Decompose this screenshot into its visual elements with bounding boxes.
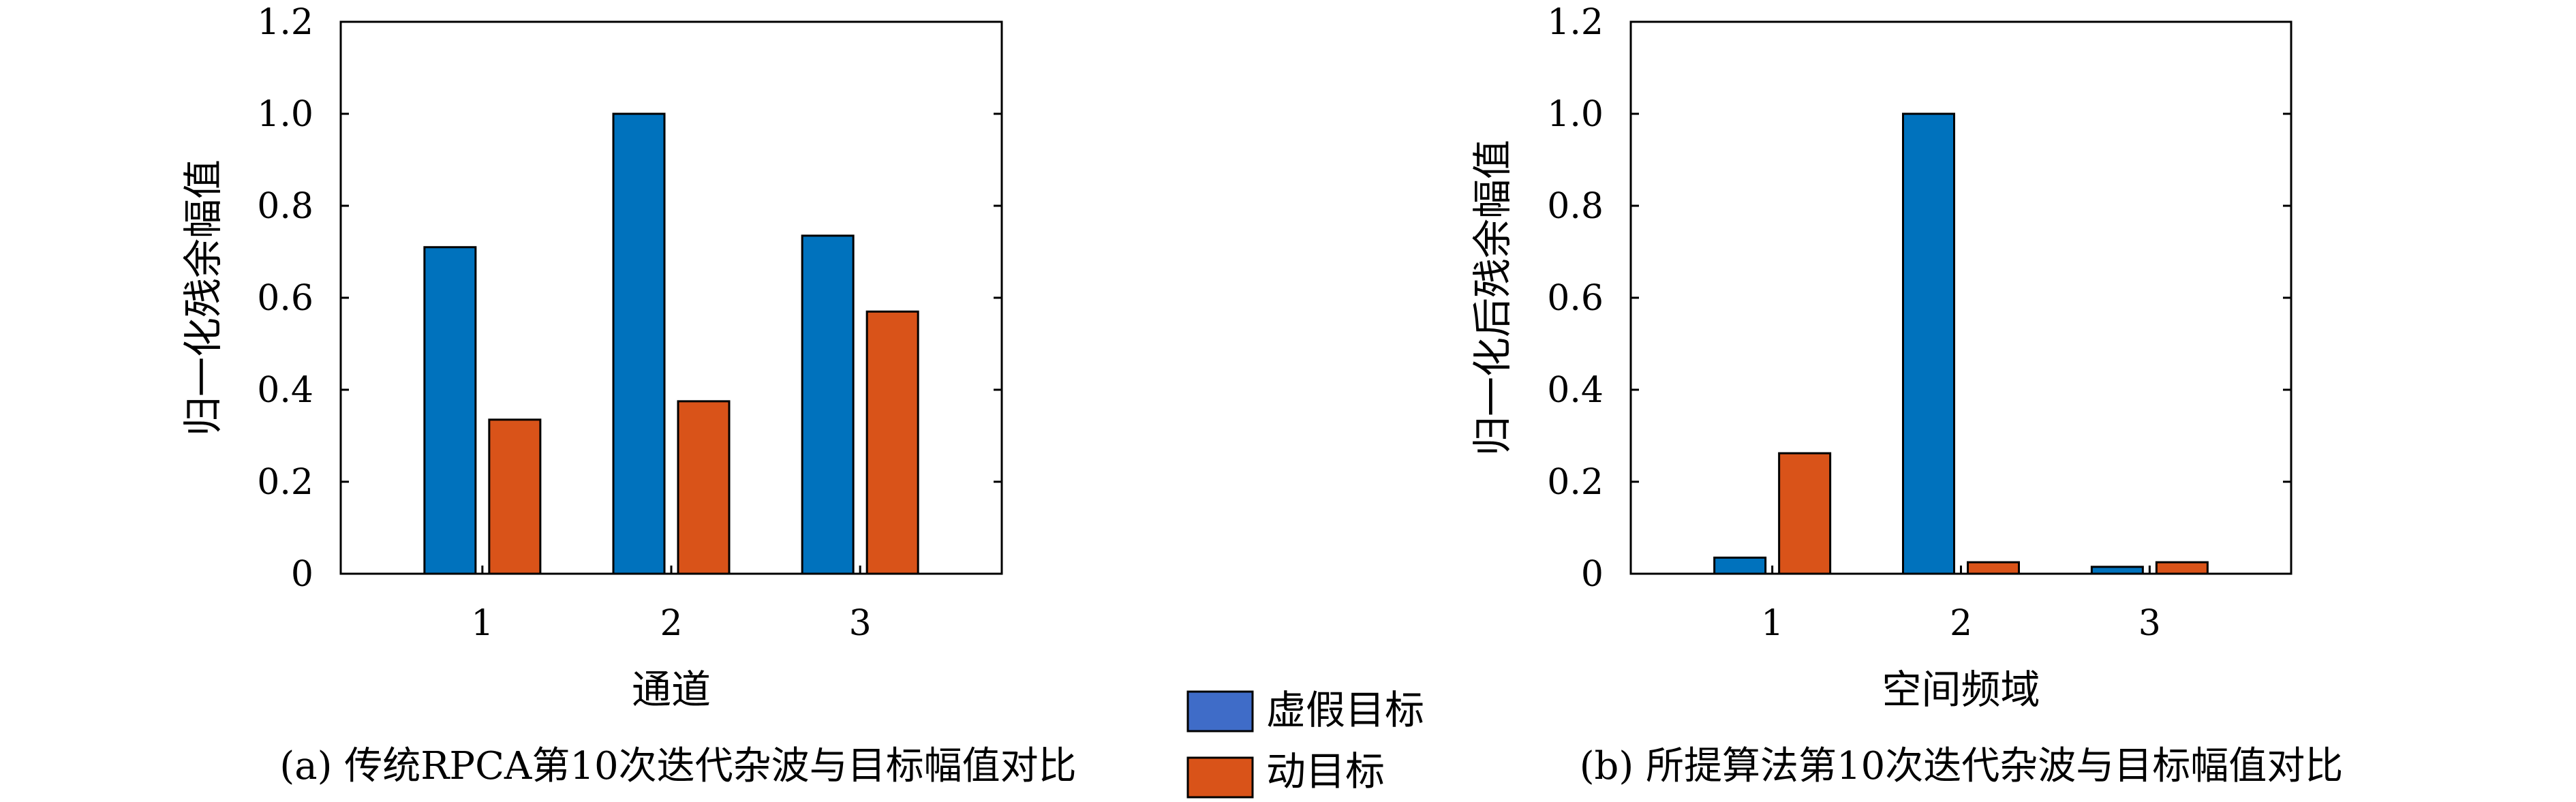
bar-series2-cat1 [488,418,542,575]
y-tick-label: 0.4 [257,370,313,411]
x-tick-label: 3 [2138,603,2161,644]
bar-series2-cat2 [677,400,731,575]
y-axis-label: 归一化后残余幅值 [1469,140,1516,456]
x-tick-label: 2 [660,603,682,644]
chart-a: 0 0.2 0.4 0.6 0.8 1.0 1.2 1 2 3 通道 归一化残余幅值 (a) 传统RPC… [180,2,1077,788]
legend-swatch-moving-target [1186,756,1254,799]
legend: 虚假目标 动目标 [1186,687,1424,799]
y-tick-label: 0.8 [1547,186,1604,227]
y-tick-label: 0.8 [257,186,313,227]
y-tick-label: 1.0 [1547,94,1604,135]
y-tick-label: 1.0 [257,94,313,135]
x-axis-label: 空间频域 [1882,666,2040,713]
legend-swatch-false-target [1186,690,1254,732]
x-tick-label: 1 [471,603,493,644]
y-tick-label: 0.6 [257,278,313,319]
bar-series1-cat3 [801,234,855,575]
bar-series2-cat3 [2155,561,2209,575]
y-tick-label: 0.2 [1547,462,1604,503]
bar-series2-cat3 [865,310,919,575]
x-axis-label: 通道 [632,666,711,713]
x-tick-label: 2 [1950,603,1972,644]
y-tick-label: 0 [291,554,313,595]
y-tick-label: 1.2 [1547,2,1604,43]
chart-b: 0 0.2 0.4 0.6 0.8 1.0 1.2 1 2 3 空间频域 归一化后残余幅值 (b) 所提… [1469,2,2343,788]
bar-series2-cat1 [1778,452,1832,575]
bar-series1-cat3 [2090,566,2144,575]
bar-series1-cat1 [423,246,477,575]
chart-caption: (b) 所提算法第10次迭代杂波与目标幅值对比 [1580,744,2344,788]
x-tick-label: 1 [1761,603,1783,644]
y-axis-label: 归一化残余幅值 [180,159,226,436]
y-tick-label: 0.4 [1547,370,1604,411]
bar-series1-cat2 [1902,112,1955,575]
bar-series1-cat2 [612,112,666,575]
y-tick-label: 0 [1581,554,1604,595]
plot-frame [1629,20,2293,575]
y-tick-label: 0.6 [1547,278,1604,319]
legend-label-moving-target: 动目标 [1266,748,1385,795]
y-tick-label: 0.2 [257,462,313,503]
x-tick-label: 3 [849,603,872,644]
legend-label-false-target: 虚假目标 [1266,687,1424,733]
y-tick-label: 1.2 [257,2,313,43]
bar-series2-cat2 [1967,561,2020,575]
bar-series1-cat1 [1713,556,1767,575]
chart-caption: (a) 传统RPCA第10次迭代杂波与目标幅值对比 [279,744,1076,788]
